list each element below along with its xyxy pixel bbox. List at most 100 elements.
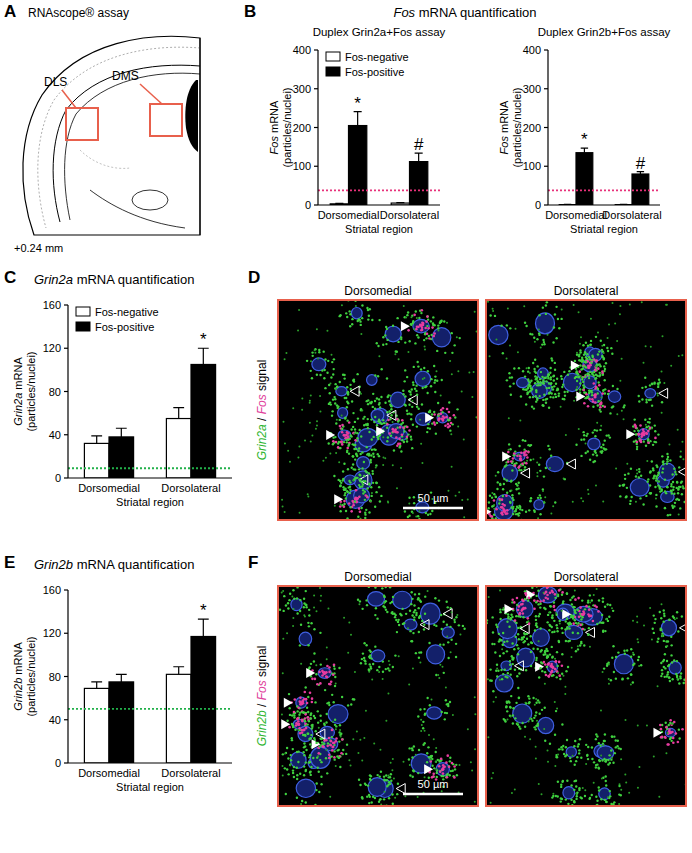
magenta-puncta <box>525 462 528 465</box>
y-tick <box>544 166 548 167</box>
green-puncta <box>368 315 370 317</box>
green-puncta <box>383 779 385 781</box>
green-puncta <box>367 453 369 455</box>
green-puncta <box>375 467 377 469</box>
green-puncta <box>390 780 392 782</box>
green-puncta <box>308 756 310 758</box>
green-puncta <box>590 343 592 345</box>
green-puncta <box>297 457 299 459</box>
green-puncta <box>579 364 581 366</box>
green-puncta <box>599 450 601 452</box>
magenta-puncta <box>583 364 586 367</box>
green-puncta <box>653 382 655 384</box>
green-puncta <box>670 490 672 492</box>
green-puncta <box>546 301 548 303</box>
nucleus <box>390 392 405 408</box>
green-puncta <box>670 365 672 367</box>
green-puncta <box>301 397 303 399</box>
green-puncta <box>546 398 548 400</box>
magenta-puncta <box>434 423 437 426</box>
green-puncta <box>609 436 611 438</box>
green-puncta <box>506 324 508 326</box>
green-puncta <box>576 380 578 382</box>
magenta-puncta <box>495 508 498 511</box>
magenta-puncta <box>366 496 369 499</box>
green-puncta <box>319 411 321 413</box>
green-puncta <box>525 511 527 513</box>
green-puncta <box>503 478 505 480</box>
green-puncta <box>292 772 294 774</box>
error-bar <box>173 408 184 419</box>
green-puncta <box>317 357 319 359</box>
nucleus <box>437 413 448 423</box>
nucleus <box>497 494 513 511</box>
green-puncta <box>661 490 663 492</box>
green-puncta <box>449 429 451 431</box>
significance-mark: # <box>636 154 646 173</box>
green-puncta <box>641 387 643 389</box>
green-puncta <box>600 403 602 405</box>
green-puncta <box>356 432 358 434</box>
green-puncta <box>535 372 537 374</box>
magenta-puncta <box>415 328 418 331</box>
green-puncta <box>354 421 356 423</box>
green-puncta <box>530 389 532 391</box>
green-puncta <box>493 514 495 516</box>
green-puncta <box>649 384 651 386</box>
green-puncta <box>353 468 355 470</box>
chart-title: Grin2a mRNA quantification <box>34 272 194 287</box>
green-puncta <box>532 458 534 460</box>
green-puncta <box>525 325 527 327</box>
green-puncta <box>422 387 424 389</box>
legend-swatch <box>326 67 340 76</box>
chart-subtitle: Duplex Grin2a+Fos assay <box>313 26 446 38</box>
green-puncta <box>339 419 341 421</box>
green-puncta <box>364 517 366 519</box>
magenta-puncta <box>501 503 504 506</box>
magenta-puncta <box>594 369 597 372</box>
y-tick <box>314 49 318 50</box>
image-background <box>486 300 686 520</box>
green-puncta <box>644 377 646 379</box>
green-puncta <box>344 492 346 494</box>
nucleus <box>588 390 602 403</box>
arrowhead <box>571 360 580 370</box>
green-puncta <box>403 430 405 432</box>
y-tick <box>64 633 68 634</box>
y-tick <box>64 762 68 763</box>
green-puncta <box>337 442 339 444</box>
green-puncta <box>580 375 582 377</box>
green-puncta <box>558 327 560 329</box>
green-puncta <box>487 301 489 303</box>
green-puncta <box>517 514 519 516</box>
magenta-puncta <box>520 451 523 454</box>
green-puncta <box>298 445 300 447</box>
green-puncta <box>398 358 400 360</box>
magenta-puncta <box>352 504 355 507</box>
green-puncta <box>576 352 578 354</box>
green-puncta <box>548 374 550 376</box>
green-puncta <box>548 392 550 394</box>
x-axis-label: Striatal region <box>345 223 413 235</box>
green-puncta <box>456 336 458 338</box>
green-puncta <box>623 418 625 420</box>
green-puncta <box>651 382 653 384</box>
bar <box>191 636 216 763</box>
nucleus <box>534 500 544 510</box>
green-puncta <box>461 390 463 392</box>
green-puncta <box>578 359 580 361</box>
y-label-line: Fos mRNA <box>268 100 280 154</box>
magenta-puncta <box>421 309 424 312</box>
green-puncta <box>367 309 369 311</box>
green-puncta <box>512 513 514 515</box>
green-puncta <box>657 386 659 388</box>
green-puncta <box>645 426 647 428</box>
green-puncta <box>350 435 352 437</box>
green-puncta <box>587 450 589 452</box>
green-puncta <box>344 417 346 419</box>
green-puncta <box>427 514 429 516</box>
x-tick-label: Dorsomedial <box>545 209 607 221</box>
green-puncta <box>357 516 359 518</box>
magenta-puncta <box>343 434 346 437</box>
green-puncta <box>681 441 683 443</box>
